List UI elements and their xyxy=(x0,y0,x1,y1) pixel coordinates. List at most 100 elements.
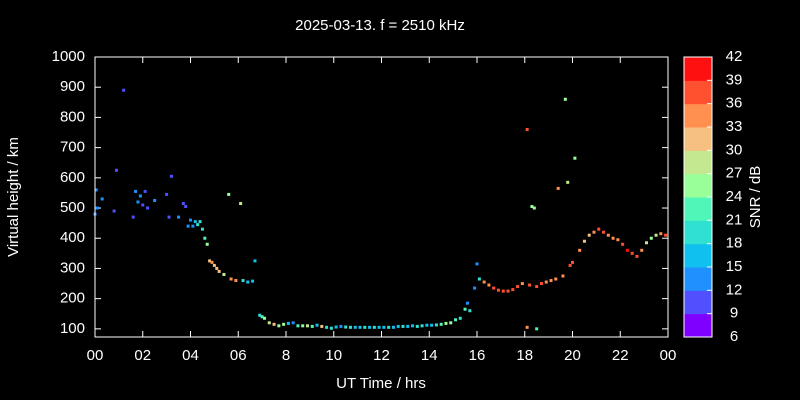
data-point xyxy=(482,280,486,284)
data-point xyxy=(511,288,515,292)
colorbar-band xyxy=(684,243,712,268)
data-point xyxy=(122,88,126,92)
data-point xyxy=(492,286,496,290)
data-point xyxy=(372,325,376,329)
x-tick-label: 22 xyxy=(612,347,629,364)
colorbar-tick-label: 6 xyxy=(730,328,738,345)
colorbar-band xyxy=(684,173,712,198)
data-point xyxy=(272,322,276,326)
x-tick-label: 16 xyxy=(469,347,486,364)
data-point xyxy=(258,313,262,317)
data-point xyxy=(181,201,185,205)
data-point xyxy=(554,277,558,281)
data-point xyxy=(630,251,634,255)
colorbar-tick-label: 30 xyxy=(726,141,743,158)
data-point xyxy=(138,194,142,198)
data-point xyxy=(377,325,381,329)
colorbar-tick-label: 36 xyxy=(726,95,743,112)
colorbar-band xyxy=(684,220,712,245)
y-tick-label: 600 xyxy=(60,169,85,186)
colorbar-band xyxy=(684,313,712,338)
y-tick-label: 200 xyxy=(60,290,85,307)
colorbar-band xyxy=(684,197,712,221)
data-point xyxy=(561,274,565,278)
x-axis-label: UT Time / hrs xyxy=(336,375,426,392)
data-point xyxy=(291,321,295,325)
data-point xyxy=(597,227,601,231)
data-point xyxy=(329,326,333,330)
data-point xyxy=(530,205,534,209)
data-point xyxy=(525,325,529,329)
data-point xyxy=(169,174,173,178)
data-point xyxy=(535,285,539,289)
y-tick-label: 300 xyxy=(60,259,85,276)
colorbar-tick-label: 15 xyxy=(726,258,743,275)
data-point xyxy=(535,327,539,331)
colorbar-tick-label: 33 xyxy=(726,118,743,135)
y-axis-label: Virtual height / km xyxy=(5,137,22,257)
data-point xyxy=(191,224,195,228)
y-tick-label: 700 xyxy=(60,139,85,156)
data-point xyxy=(587,233,591,237)
y-tick-label: 400 xyxy=(60,229,85,246)
y-tick-label: 800 xyxy=(60,108,85,125)
data-point xyxy=(506,289,510,293)
data-point xyxy=(468,309,472,313)
data-point xyxy=(544,280,548,284)
data-point xyxy=(339,324,343,328)
x-tick-label: 04 xyxy=(182,347,199,364)
data-point xyxy=(112,209,116,213)
data-point xyxy=(253,259,257,263)
x-tick-label: 06 xyxy=(230,347,247,364)
data-point xyxy=(196,223,200,227)
data-point xyxy=(525,127,529,131)
data-point xyxy=(396,324,400,328)
data-point xyxy=(200,227,204,231)
data-point xyxy=(95,206,99,210)
data-point xyxy=(263,316,267,320)
data-point xyxy=(315,323,319,327)
data-point xyxy=(434,323,438,327)
data-point xyxy=(616,238,620,242)
colorbar-tick-label: 39 xyxy=(726,71,743,88)
data-point xyxy=(136,200,140,204)
data-point xyxy=(222,272,226,276)
y-tick-label: 900 xyxy=(60,78,85,95)
data-point xyxy=(582,239,586,243)
data-point xyxy=(368,325,372,329)
data-point xyxy=(578,248,582,252)
colorbar-tick-label: 42 xyxy=(726,48,743,65)
data-point xyxy=(334,325,338,329)
colorbar-band xyxy=(684,103,712,128)
data-point xyxy=(94,188,98,192)
data-point xyxy=(217,269,221,273)
data-point xyxy=(296,324,300,328)
data-point xyxy=(353,325,357,329)
data-point xyxy=(475,262,479,266)
data-point xyxy=(649,236,653,240)
data-point xyxy=(186,224,190,228)
data-point xyxy=(134,189,138,193)
data-point xyxy=(234,279,238,283)
data-point xyxy=(556,186,560,190)
data-point xyxy=(208,259,212,263)
x-tick-label: 02 xyxy=(134,347,151,364)
data-point xyxy=(611,236,615,240)
data-point xyxy=(358,325,362,329)
data-point xyxy=(568,263,572,267)
data-point xyxy=(227,192,231,196)
data-point xyxy=(141,203,145,207)
data-point xyxy=(387,325,391,329)
data-point xyxy=(146,206,150,210)
data-point xyxy=(477,277,481,281)
data-point xyxy=(539,282,543,286)
data-point xyxy=(167,215,171,219)
data-point xyxy=(411,324,415,328)
y-tick-label: 500 xyxy=(60,199,85,216)
data-point xyxy=(382,325,386,329)
data-point xyxy=(516,285,520,289)
data-point xyxy=(635,254,639,258)
data-point xyxy=(549,279,553,283)
data-point xyxy=(625,248,629,252)
